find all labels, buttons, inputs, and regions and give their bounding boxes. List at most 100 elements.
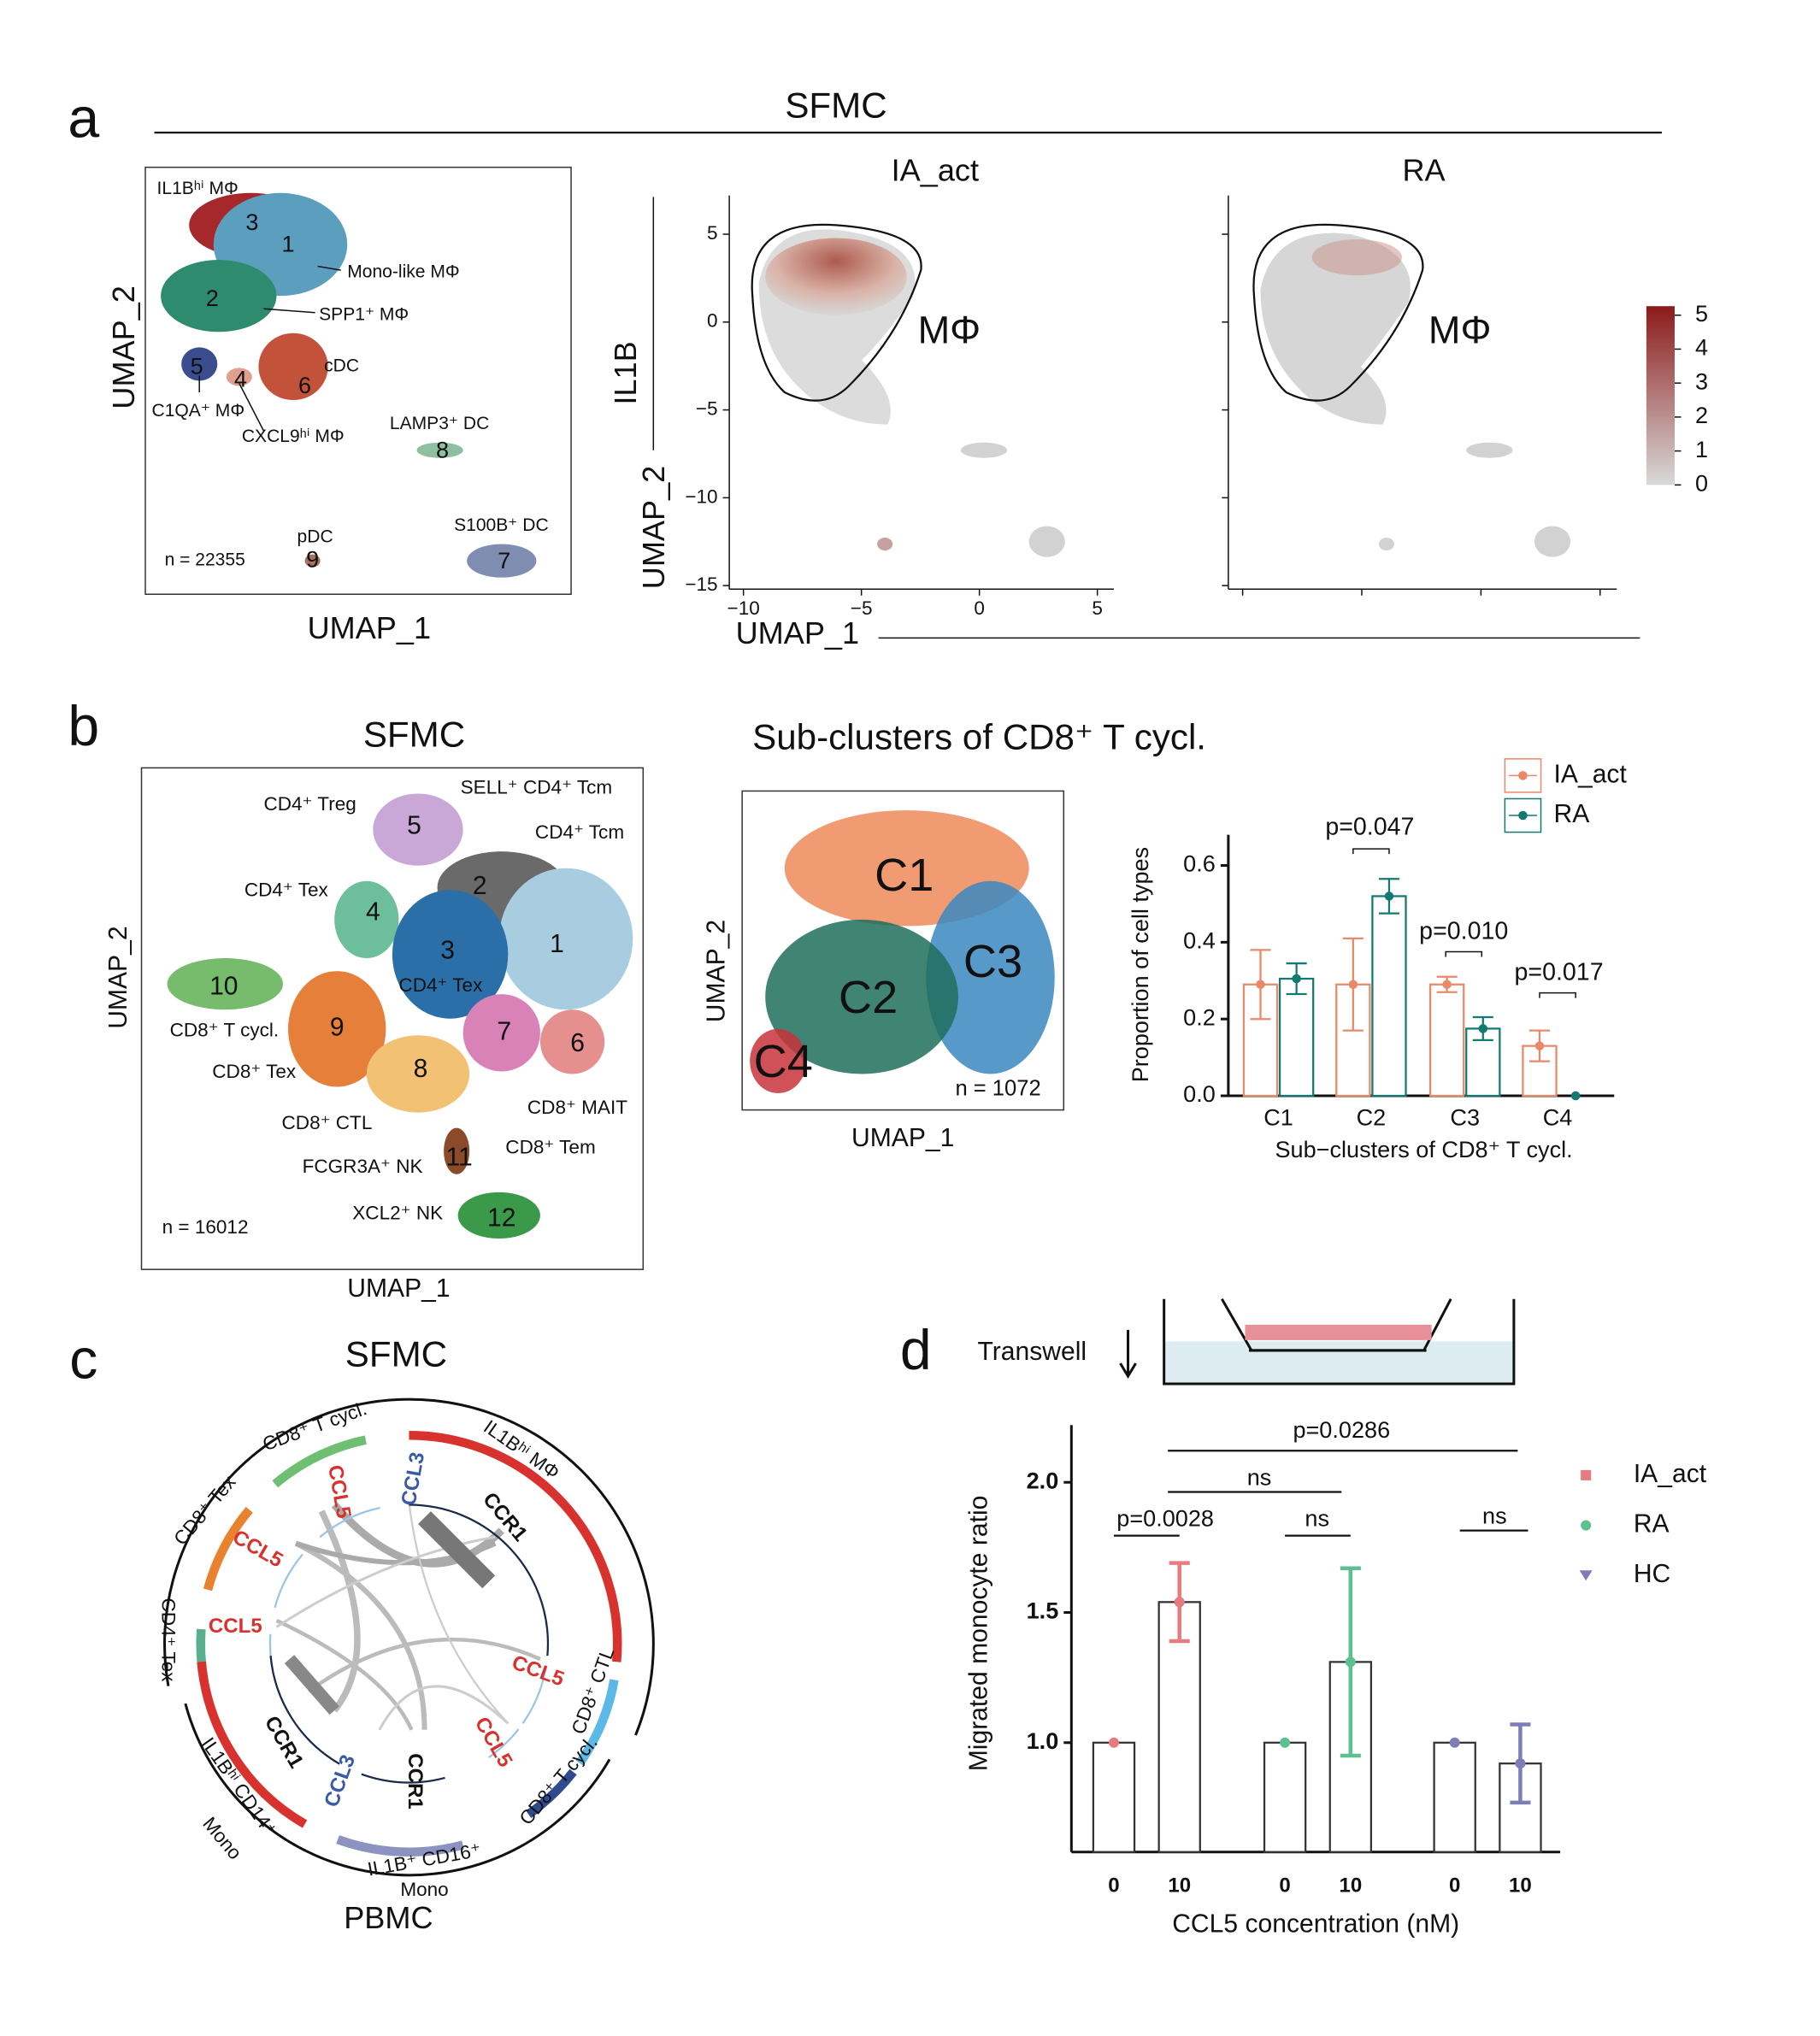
bar-marker <box>1256 980 1265 990</box>
cluster-number: 6 <box>298 372 311 398</box>
x-tick-label: C3 <box>1450 1103 1480 1130</box>
bar-marker <box>1108 1737 1119 1748</box>
panel-title: SFMC <box>345 1334 447 1374</box>
cell-type-label: Mono <box>198 1813 245 1863</box>
leader-line <box>263 308 315 314</box>
y-axis-label: UMAP_2 <box>636 466 671 590</box>
cluster-name: CD8⁺ MAIT <box>527 1097 627 1118</box>
gene-label: CCR1 <box>260 1712 308 1772</box>
y-tick-label: −15 <box>685 574 717 595</box>
cluster-number: 4 <box>234 366 247 392</box>
panel-title: SFMC <box>363 714 465 754</box>
p-value: p=0.010 <box>1419 917 1508 944</box>
umap-clusters <box>161 192 537 578</box>
gene-arc <box>319 1506 380 1539</box>
y-tick-label: 2.0 <box>1027 1467 1059 1493</box>
bar <box>1371 895 1407 1097</box>
y-tick-label: 1.5 <box>1027 1598 1059 1624</box>
cell-type-arc <box>203 1506 253 1592</box>
x-tick-label: 0 <box>1108 1874 1119 1898</box>
bar-marker <box>1292 974 1301 984</box>
gene-label: CCL5 <box>323 1463 356 1521</box>
colorbar <box>1646 306 1675 485</box>
cluster-number: 8 <box>436 436 449 462</box>
y-tick-label: 0.4 <box>1183 927 1216 954</box>
feature-plot-cells <box>751 223 1571 557</box>
leader-line <box>317 265 341 271</box>
cell-type-arc <box>336 1835 464 1857</box>
cluster-name: CD8⁺ T cycl. <box>170 1020 280 1041</box>
cluster-name: CD4⁺ Treg <box>263 793 356 815</box>
x-axis-label: Sub−clusters of CD8⁺ T cycl. <box>1275 1136 1573 1162</box>
bar <box>1433 1741 1476 1853</box>
bar <box>1263 1741 1307 1853</box>
plot-title: IA_act <box>892 152 979 187</box>
umap-frame <box>140 767 645 1270</box>
panel-subtitle: PBMC <box>344 1900 433 1935</box>
y-tick-label: 0.6 <box>1183 850 1216 877</box>
legend-marker <box>1518 771 1528 780</box>
region-label: MΦ <box>918 309 981 352</box>
p-value: p=0.047 <box>1325 814 1414 841</box>
p-value: p=0.0286 <box>1293 1416 1390 1443</box>
y-tick-label: 0.0 <box>1183 1080 1216 1107</box>
cluster-number: 8 <box>414 1055 428 1083</box>
cluster-name: CD8⁺ Tex <box>212 1061 297 1082</box>
cluster-name: CD4⁺ Tcm <box>535 821 624 843</box>
bar-marker <box>1384 891 1394 901</box>
gene-arc <box>361 1773 445 1784</box>
cluster-name: CD8⁺ CTL <box>282 1112 373 1133</box>
legend-label: IA_act <box>1554 760 1628 788</box>
umap-frame <box>741 790 1065 1111</box>
gene-arc <box>409 1503 550 1656</box>
legend-label: RA <box>1554 800 1590 828</box>
cluster-number: 9 <box>330 1014 345 1042</box>
p-value: ns <box>1247 1464 1272 1491</box>
x-axis-label: UMAP_1 <box>851 1124 954 1152</box>
cell-type-label: CD4⁺ Tex <box>158 1598 180 1682</box>
p-value: ns <box>1305 1505 1329 1532</box>
gene-label: IL1B <box>608 341 643 404</box>
y-tick-label: −10 <box>685 485 717 507</box>
cell-type-label: CD8⁺ T cycl. <box>515 1732 602 1829</box>
y-axis-label: Migrated monocyte ratio <box>964 1496 992 1772</box>
cluster-name: XCL2⁺ NK <box>352 1202 443 1223</box>
cell-count: n = 1072 <box>955 1076 1040 1100</box>
cluster-name: Mono-like MΦ <box>347 262 459 282</box>
cluster-name: CD8⁺ Tem <box>505 1137 595 1158</box>
y-axis-label: UMAP_2 <box>104 926 133 1028</box>
x-tick-label: −5 <box>851 597 873 619</box>
cell-count: n = 22355 <box>165 550 245 570</box>
bar <box>1522 1044 1558 1097</box>
bar-marker <box>1515 1758 1526 1769</box>
y-tick-label: 0.2 <box>1183 1003 1216 1030</box>
x-tick-label: 0 <box>1449 1874 1460 1898</box>
p-value: p=0.0028 <box>1116 1505 1214 1532</box>
cluster-name: SPP1⁺ MΦ <box>319 304 409 324</box>
outer-arc <box>184 1703 611 1877</box>
y-axis-label: Proportion of cell types <box>1127 847 1153 1082</box>
gene-label: CCL3 <box>398 1451 430 1508</box>
cluster-name: SELL⁺ CD4⁺ Tcm <box>461 776 613 797</box>
gene-label: CCL5 <box>229 1526 287 1573</box>
y-tick-label: 1.0 <box>1027 1727 1059 1754</box>
subcluster-name: C3 <box>963 936 1022 987</box>
legend-label: RA <box>1634 1510 1670 1539</box>
cluster-name: CXCL9ʰⁱ MΦ <box>242 427 345 446</box>
colorbar-label: 0 <box>1695 470 1708 497</box>
subcluster-name: C1 <box>875 850 934 901</box>
gene-label: CCL5 <box>209 1615 262 1638</box>
cell-type-arc <box>526 1768 577 1818</box>
cluster-name: CD4⁺ Tex <box>398 974 483 996</box>
cluster-number: 10 <box>209 973 238 1001</box>
panel-label: b <box>68 695 99 758</box>
legend-marker <box>1581 1469 1592 1480</box>
cluster-number: 7 <box>497 1017 511 1045</box>
bracket <box>1445 950 1483 957</box>
gene-label: CCR1 <box>403 1753 427 1809</box>
colorbar-label: 2 <box>1695 402 1708 428</box>
gene-arc <box>274 1553 303 1609</box>
outer-arc <box>163 1398 655 1736</box>
bar <box>1278 977 1315 1097</box>
